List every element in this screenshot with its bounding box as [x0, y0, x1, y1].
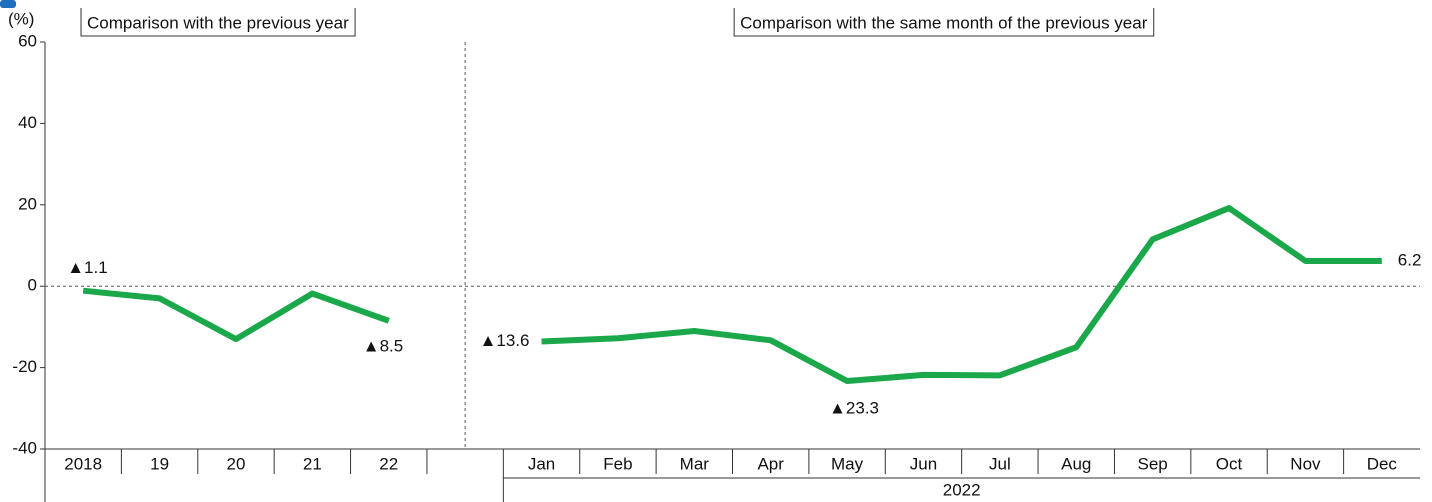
y-tick-label: 60 — [18, 31, 37, 50]
x-tick-label: 22 — [379, 454, 398, 473]
value-label: ▲1.1 — [67, 258, 107, 277]
x-tick-label: Mar — [680, 454, 710, 473]
x-tick-label: Oct — [1216, 454, 1243, 473]
y-tick-label: -40 — [12, 438, 37, 457]
x-tick-label: Jan — [528, 454, 555, 473]
x-tick-label: Jun — [910, 454, 937, 473]
x-tick-label: May — [831, 454, 864, 473]
value-label: ▲23.3 — [829, 399, 879, 418]
panel-label: Comparison with the same month of the pr… — [740, 13, 1148, 32]
x-tick-label: Aug — [1061, 454, 1091, 473]
y-tick-label: 20 — [18, 194, 37, 213]
x-tick-label: Feb — [603, 454, 632, 473]
x-tick-label: 19 — [150, 454, 169, 473]
x-tick-label: Apr — [757, 454, 784, 473]
y-tick-label: 0 — [28, 276, 37, 295]
panel-label-box — [733, 8, 1155, 37]
x-tick-label: 2018 — [64, 454, 102, 473]
x-tick-label: Nov — [1290, 454, 1321, 473]
x-group-label: 2022 — [943, 480, 981, 499]
x-tick-label: Sep — [1138, 454, 1168, 473]
x-tick-label: 21 — [303, 454, 322, 473]
value-label: ▲13.6 — [480, 331, 530, 350]
x-tick-label: Jul — [989, 454, 1011, 473]
y-tick-label: 40 — [18, 113, 37, 132]
x-tick-label: 20 — [227, 454, 246, 473]
value-label: 6.2 — [1398, 250, 1422, 269]
line-series — [82, 205, 1382, 385]
panel-label-box — [80, 8, 356, 37]
x-tick-label: Dec — [1367, 454, 1398, 473]
panel-label: Comparison with the previous year — [87, 13, 349, 32]
y-tick-label: -20 — [12, 357, 37, 376]
value-label: ▲8.5 — [363, 336, 403, 355]
corner-badge — [0, 0, 16, 8]
y-axis-unit: (%) — [8, 9, 34, 28]
